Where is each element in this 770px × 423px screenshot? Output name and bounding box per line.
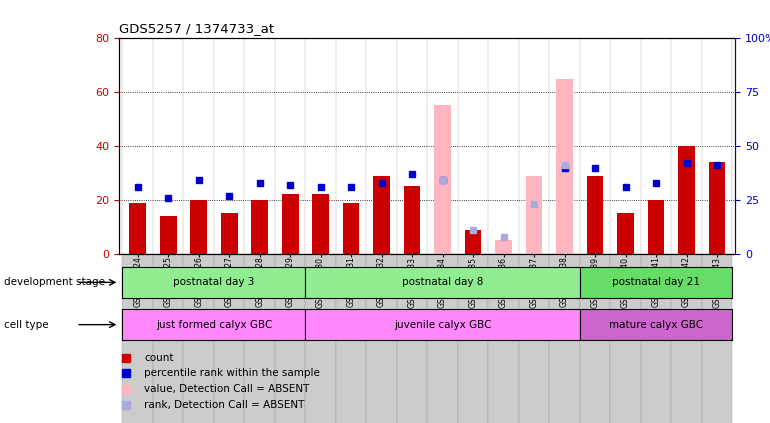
Bar bbox=[244, 254, 275, 423]
Bar bbox=[556, 79, 573, 254]
Bar bbox=[434, 105, 451, 254]
Bar bbox=[580, 267, 732, 298]
Bar bbox=[708, 162, 725, 254]
Text: juvenile calyx GBC: juvenile calyx GBC bbox=[393, 320, 491, 330]
Bar bbox=[648, 200, 665, 254]
Bar bbox=[580, 254, 611, 423]
Bar bbox=[397, 254, 427, 423]
Bar bbox=[587, 176, 604, 254]
Bar bbox=[618, 213, 634, 254]
Bar bbox=[153, 254, 183, 423]
Text: development stage: development stage bbox=[4, 277, 105, 287]
Text: postnatal day 8: postnatal day 8 bbox=[402, 277, 484, 287]
Bar bbox=[549, 254, 580, 423]
Bar bbox=[312, 195, 329, 254]
Text: mature calyx GBC: mature calyx GBC bbox=[609, 320, 703, 330]
Text: count: count bbox=[144, 353, 173, 363]
Bar bbox=[129, 203, 146, 254]
Text: just formed calyx GBC: just formed calyx GBC bbox=[156, 320, 272, 330]
Bar bbox=[306, 310, 580, 340]
Bar bbox=[403, 187, 420, 254]
Bar bbox=[336, 254, 367, 423]
Bar bbox=[641, 254, 671, 423]
Text: GDS5257 / 1374733_at: GDS5257 / 1374733_at bbox=[119, 22, 274, 35]
Bar bbox=[122, 310, 306, 340]
Text: percentile rank within the sample: percentile rank within the sample bbox=[144, 368, 320, 379]
Bar bbox=[526, 176, 543, 254]
Bar bbox=[465, 230, 481, 254]
Bar bbox=[678, 146, 695, 254]
Text: value, Detection Call = ABSENT: value, Detection Call = ABSENT bbox=[144, 384, 310, 394]
Bar bbox=[611, 254, 641, 423]
Bar bbox=[214, 254, 244, 423]
Bar bbox=[183, 254, 214, 423]
Bar bbox=[190, 200, 207, 254]
Bar bbox=[122, 267, 306, 298]
Bar bbox=[306, 254, 336, 423]
Text: postnatal day 3: postnatal day 3 bbox=[173, 277, 255, 287]
Bar bbox=[251, 200, 268, 254]
Bar bbox=[701, 254, 732, 423]
Bar bbox=[427, 254, 458, 423]
Text: rank, Detection Call = ABSENT: rank, Detection Call = ABSENT bbox=[144, 400, 304, 410]
Bar bbox=[159, 216, 176, 254]
Bar bbox=[488, 254, 519, 423]
Bar bbox=[122, 254, 153, 423]
Bar bbox=[458, 254, 488, 423]
Text: postnatal day 21: postnatal day 21 bbox=[612, 277, 700, 287]
Bar bbox=[306, 267, 580, 298]
Bar bbox=[282, 195, 299, 254]
Bar bbox=[343, 203, 360, 254]
Bar bbox=[275, 254, 306, 423]
Bar bbox=[580, 310, 732, 340]
Bar bbox=[373, 176, 390, 254]
Bar bbox=[221, 213, 237, 254]
Bar bbox=[671, 254, 701, 423]
Bar bbox=[519, 254, 549, 423]
Text: cell type: cell type bbox=[4, 320, 49, 330]
Bar bbox=[495, 240, 512, 254]
Bar bbox=[367, 254, 397, 423]
